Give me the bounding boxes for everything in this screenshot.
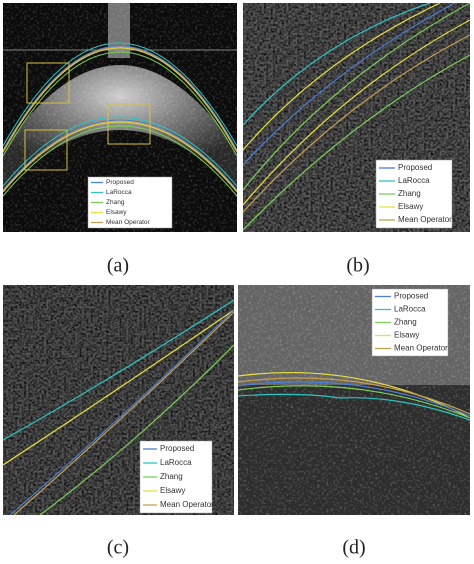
caption: (a) bbox=[107, 255, 129, 277]
caption: (b) bbox=[346, 255, 369, 277]
legend-label: Zhang bbox=[398, 189, 421, 198]
legend-label: Zhang bbox=[106, 199, 125, 206]
caption: (d) bbox=[342, 537, 365, 559]
legend-label: Proposed bbox=[106, 179, 134, 186]
legend-label: LaRocca bbox=[160, 458, 192, 467]
legend-label: Proposed bbox=[394, 292, 428, 301]
legend-label: LaRocca bbox=[398, 176, 430, 185]
legend-label: Mean Operator bbox=[106, 219, 151, 226]
legend-label: Elsawy bbox=[394, 331, 419, 340]
legend-label: LaRocca bbox=[106, 189, 132, 196]
caption: (c) bbox=[107, 537, 129, 559]
legend-label: LaRocca bbox=[394, 305, 426, 314]
legend-label: Elsawy bbox=[398, 202, 423, 211]
legends: Proposed LaRocca Zhang Elsawy Mean Operator P… bbox=[87, 159, 453, 514]
legend-label: Zhang bbox=[394, 318, 417, 327]
legend-label: Proposed bbox=[398, 163, 432, 172]
panel-d-image bbox=[238, 285, 470, 515]
legend-label: Mean Operator bbox=[160, 500, 214, 509]
legend-label: Proposed bbox=[160, 444, 194, 453]
legend-label: Elsawy bbox=[160, 486, 185, 495]
legend-label: Mean Operator bbox=[398, 215, 452, 224]
legend-label: Elsawy bbox=[106, 209, 127, 216]
legend-label: Zhang bbox=[160, 472, 183, 481]
legend-label: Mean Operator bbox=[394, 344, 448, 353]
panel-a-image bbox=[3, 3, 237, 232]
